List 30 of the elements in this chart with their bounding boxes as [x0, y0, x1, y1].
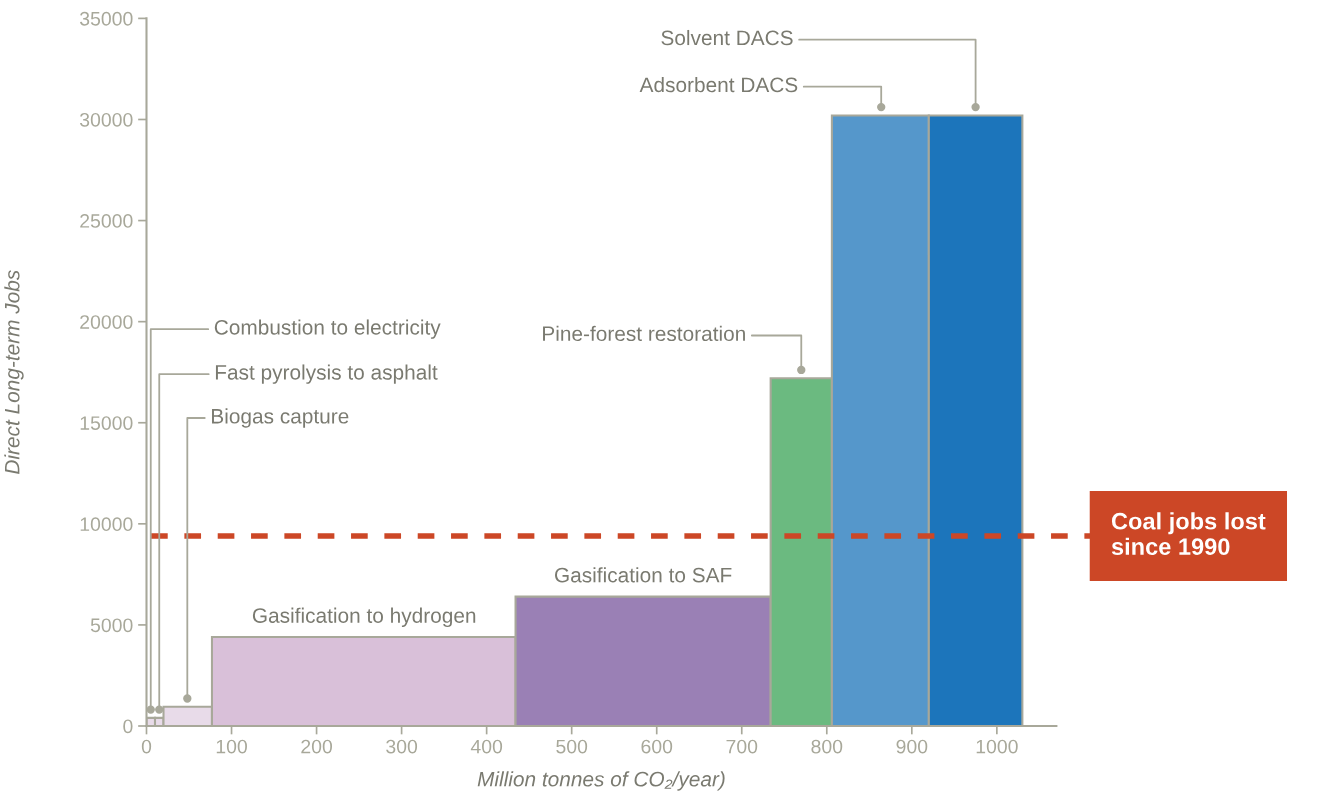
annotation: Adsorbent DACS — [639, 76, 798, 93]
x-tick-label: 0 — [141, 739, 152, 754]
x-tick-label: 700 — [726, 739, 758, 754]
x-tick-label: 1000 — [976, 739, 1018, 754]
x-tick-label: 600 — [641, 739, 673, 754]
ref-line-label: Coal jobs lost since 1990 — [1111, 512, 1266, 556]
x-tick-label: 100 — [216, 739, 247, 754]
y-tick-label: 35000 — [79, 11, 133, 26]
annotation: Pine-forest restoration — [543, 325, 745, 342]
annotation: Fast pyrolysis to asphalt — [215, 364, 438, 384]
x-tick-label: 900 — [896, 739, 928, 754]
y-tick-label: 15000 — [80, 416, 133, 430]
annotation: Gasification to hydrogen — [252, 607, 476, 628]
x-tick-label: 500 — [556, 739, 588, 754]
annotation: Solvent DACS — [661, 29, 793, 46]
x-tick-label: 300 — [386, 739, 418, 754]
annotation: Biogas capture — [212, 408, 349, 428]
x-axis-title: Million tonnes of CO₂/year) — [477, 771, 725, 791]
y-tick-label: 30000 — [79, 112, 133, 127]
y-tick-label: 5000 — [90, 618, 133, 633]
x-tick-label: 400 — [470, 739, 503, 754]
x-tick-label: 200 — [301, 739, 333, 754]
x-tick-label: 800 — [811, 739, 843, 754]
annotation: Gasification to SAF — [555, 567, 732, 583]
y-tick-label: 0 — [123, 719, 133, 734]
y-tick-label: 10000 — [80, 517, 133, 532]
annotation: Combustion to electricity — [214, 319, 441, 339]
y-axis-title: Direct Long-term Jobs — [4, 270, 24, 475]
y-tick-label: 25000 — [80, 214, 133, 228]
y-tick-label: 20000 — [80, 315, 133, 329]
